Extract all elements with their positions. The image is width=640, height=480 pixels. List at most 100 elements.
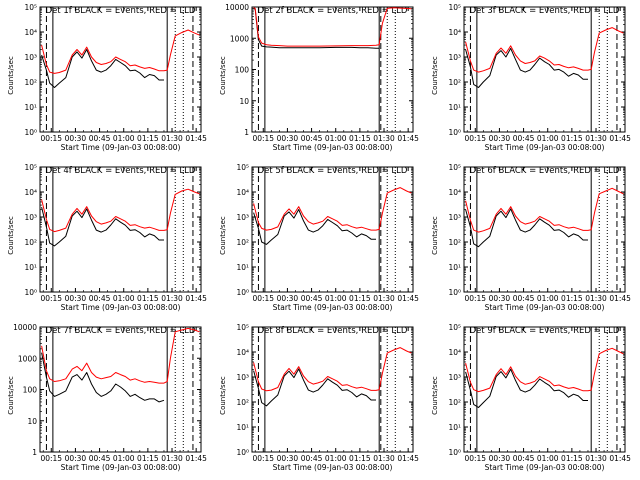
- plot-frame: [251, 6, 414, 133]
- y-axis-label: Counts/sec: [219, 216, 227, 255]
- y-tick-label: 1000: [18, 354, 37, 363]
- chart-panel-9: Det 9f BLACK = Events, RED = LLD 10⁰ 10¹ 10…: [431, 323, 631, 472]
- y-tick-label: 10⁰: [236, 448, 249, 457]
- plot-area: [41, 7, 200, 132]
- x-tick-label: 01:45: [609, 454, 631, 463]
- y-tick-label: 10⁴: [448, 188, 461, 197]
- x-tick-label: 01:15: [349, 134, 371, 143]
- chart-title: Det 6f BLACK = Events, RED = LLD: [470, 166, 620, 176]
- series-lld-line: [41, 188, 200, 233]
- y-tick-label: 1: [244, 128, 249, 137]
- x-tick-label: 00:30: [489, 134, 511, 143]
- x-tick-label: 01:15: [349, 294, 371, 303]
- x-tick-label: 01:30: [585, 134, 607, 143]
- x-tick-label: 00:30: [277, 454, 299, 463]
- y-tick-label: 10³: [448, 213, 461, 222]
- x-tick-label: 01:30: [373, 294, 395, 303]
- y-tick-label: 10000: [13, 323, 37, 332]
- x-tick-label: 00:45: [301, 454, 323, 463]
- x-tick-label: 00:30: [277, 294, 299, 303]
- x-tick-label: 00:45: [513, 294, 535, 303]
- x-tick-label: 01:45: [185, 454, 207, 463]
- series-lld-line: [465, 347, 624, 393]
- y-tick-label: 10²: [24, 238, 37, 247]
- series-lld-line: [253, 7, 412, 47]
- x-tick-label: 00:15: [464, 134, 486, 143]
- chart-panel-7: Det 7f BLACK = Events, RED = LLD 1 10 100 10…: [7, 323, 207, 472]
- x-tick-label: 01:15: [349, 454, 371, 463]
- chart-panel-5: Det 5f BLACK = Events, RED = LLD 10⁰ 10¹ 10…: [219, 163, 419, 312]
- y-tick-label: 10⁵: [236, 323, 249, 332]
- x-tick-label: 00:45: [89, 294, 111, 303]
- y-tick-label: 1000: [230, 34, 249, 43]
- chart-title: Det 9f BLACK = Events, RED = LLD: [470, 326, 620, 336]
- x-tick-label: 01:45: [609, 134, 631, 143]
- x-tick-label: 00:45: [513, 134, 535, 143]
- x-tick-label: 00:30: [277, 134, 299, 143]
- x-tick-label: 01:00: [325, 134, 347, 143]
- x-tick-label: 01:30: [161, 134, 183, 143]
- y-tick-label: 10⁵: [448, 323, 461, 332]
- x-tick-label: 01:00: [113, 294, 135, 303]
- x-axis-label: Start Time (09-Jan-03 00:08:00): [485, 303, 605, 312]
- x-tick-label: 01:00: [113, 134, 135, 143]
- y-tick-label: 10⁵: [24, 163, 37, 172]
- x-axis-label: Start Time (09-Jan-03 00:08:00): [61, 463, 181, 472]
- x-tick-label: 00:30: [65, 134, 87, 143]
- y-tick-label: 10³: [24, 213, 37, 222]
- y-tick-label: 10⁰: [448, 288, 461, 297]
- series-events-line: [253, 209, 376, 245]
- chart-title: Det 3f BLACK = Events, RED = LLD: [470, 6, 620, 16]
- y-tick-label: 10⁰: [448, 128, 461, 137]
- x-tick-label: 01:15: [137, 454, 159, 463]
- y-tick-label: 10⁰: [236, 288, 249, 297]
- x-tick-label: 01:45: [185, 134, 207, 143]
- x-tick-label: 01:15: [137, 294, 159, 303]
- x-tick-label: 01:30: [373, 454, 395, 463]
- x-tick-label: 01:45: [397, 134, 419, 143]
- series-lld-line: [465, 187, 624, 233]
- series-events-line: [41, 206, 164, 247]
- plot-area: [253, 327, 412, 452]
- x-tick-label: 00:30: [489, 294, 511, 303]
- y-tick-label: 10⁴: [24, 28, 37, 37]
- plot-frame: [39, 6, 202, 133]
- series-events-line: [41, 352, 165, 403]
- x-tick-label: 01:00: [325, 294, 347, 303]
- chart-title: Det 8f BLACK = Events, RED = LLD: [258, 326, 408, 336]
- x-tick-label: 01:45: [185, 294, 207, 303]
- x-tick-label: 01:00: [537, 294, 559, 303]
- y-axis-label: Counts/sec: [431, 216, 439, 255]
- x-axis-label: Start Time (09-Jan-03 00:08:00): [61, 303, 181, 312]
- x-tick-label: 00:15: [252, 134, 274, 143]
- y-tick-label: 10¹: [448, 263, 461, 272]
- x-tick-label: 01:45: [397, 454, 419, 463]
- y-tick-label: 10²: [448, 398, 461, 407]
- x-tick-label: 01:45: [609, 294, 631, 303]
- y-tick-label: 100: [23, 386, 38, 395]
- chart-title: Det 5f BLACK = Events, RED = LLD: [258, 166, 408, 176]
- chart-title: Det 2f BLACK = Events, RED = LLD: [258, 6, 408, 16]
- series-events-line: [465, 368, 588, 408]
- y-tick-label: 10⁰: [24, 128, 37, 137]
- y-axis-label: Counts/sec: [431, 56, 439, 95]
- x-tick-label: 00:30: [489, 454, 511, 463]
- plot-frame: [463, 326, 626, 453]
- x-axis-label: Start Time (09-Jan-03 00:08:00): [485, 143, 605, 152]
- plot-frame: [39, 326, 202, 453]
- chart-panel-2: Det 2f BLACK = Events, RED = LLD 1 10 100 10…: [219, 3, 419, 152]
- chart-panel-8: Det 8f BLACK = Events, RED = LLD 10⁰ 10¹ 10…: [219, 323, 419, 472]
- plot-frame: [463, 6, 626, 133]
- x-tick-label: 00:15: [40, 134, 62, 143]
- x-axis-label: Start Time (09-Jan-03 00:08:00): [485, 463, 605, 472]
- plot-area: [253, 167, 412, 292]
- y-tick-label: 10⁰: [448, 448, 461, 457]
- y-tick-label: 10¹: [24, 103, 37, 112]
- y-tick-label: 10: [27, 417, 37, 426]
- y-tick-label: 10¹: [236, 423, 249, 432]
- x-tick-label: 01:45: [397, 294, 419, 303]
- plot-area: [465, 327, 624, 452]
- x-tick-label: 00:45: [513, 454, 535, 463]
- y-tick-label: 10³: [448, 53, 461, 62]
- x-tick-label: 01:30: [161, 294, 183, 303]
